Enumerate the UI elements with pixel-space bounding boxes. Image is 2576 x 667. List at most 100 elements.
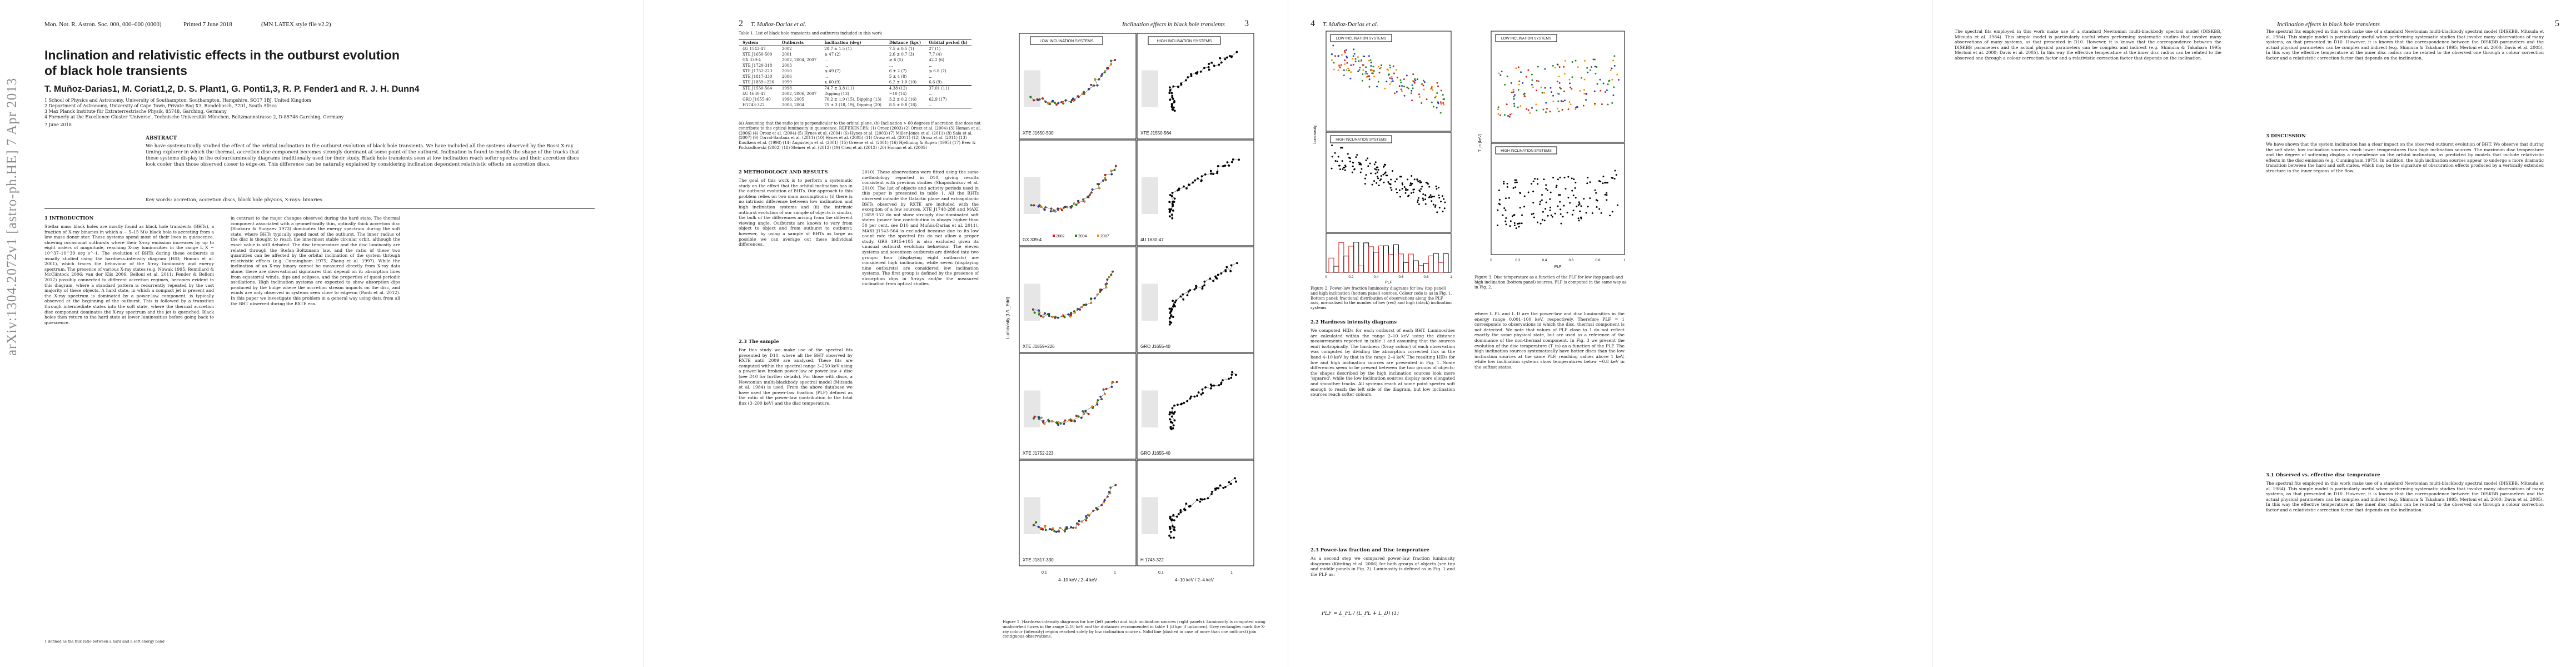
- tin-data-point: [1559, 201, 1561, 203]
- x-tick-label: 0.4: [1542, 258, 1547, 262]
- plf-data-point: [1379, 180, 1381, 182]
- tin-data-point: [1557, 92, 1559, 94]
- tin-data-point: [1498, 189, 1500, 191]
- plf-data-point: [1345, 49, 1347, 51]
- hid-data-point: [1189, 397, 1192, 400]
- tin-data-point: [1514, 179, 1516, 181]
- hid-data-point: [1095, 506, 1098, 509]
- table-cell: 74.7 ± 3.8 (11): [820, 85, 885, 91]
- plf-data-point: [1352, 165, 1354, 167]
- table-cell: XTE J1817-330: [743, 74, 773, 79]
- plf-data-point: [1366, 76, 1368, 78]
- tin-data-point: [1531, 83, 1533, 86]
- plf-data-point: [1422, 79, 1424, 82]
- plf-data-point: [1399, 196, 1401, 198]
- hid-data-point: [1078, 520, 1080, 522]
- tin-data-point: [1559, 213, 1562, 215]
- plf-data-point: [1391, 78, 1393, 80]
- hid-data-point: [1077, 201, 1080, 204]
- text-column: in contrast to the major changes observe…: [231, 216, 400, 306]
- table-cell: 4U 1543-47: [743, 47, 766, 51]
- plf-data-point: [1421, 102, 1423, 104]
- plf-data-point: [1413, 178, 1416, 181]
- hid-data-point: [1110, 386, 1113, 388]
- table-cell: 8.5 ± 0.8 (18): [889, 103, 917, 107]
- section-heading: 3.1 Observed vs. effective disc temperat…: [2266, 472, 2380, 478]
- tin-data-point: [1531, 213, 1533, 215]
- plf-data-point: [1438, 197, 1441, 199]
- hid-data-point: [1228, 164, 1230, 167]
- table-row: XTE J1720-318 2003.........: [739, 63, 971, 68]
- plf-data-point: [1353, 53, 1356, 55]
- plf-data-point: [1431, 86, 1433, 88]
- tin-data-point: [1541, 199, 1543, 201]
- table-cell: 2003, 2004: [781, 103, 804, 107]
- hid-data-point: [1100, 74, 1103, 77]
- hid-data-point: [1063, 206, 1065, 209]
- hid-data-point: [1173, 526, 1176, 529]
- plf-data-point: [1359, 67, 1361, 69]
- tin-data-point: [1514, 181, 1516, 183]
- hid-data-point: [1100, 398, 1103, 401]
- panel-frame: [1326, 31, 1452, 132]
- plf-data-point: [1341, 54, 1343, 56]
- x-tick-label: 0.8: [1595, 258, 1600, 262]
- plf-data-point: [1376, 176, 1378, 178]
- hid-data-point: [1054, 316, 1057, 318]
- plf-data-point: [1387, 181, 1389, 183]
- plf-data-point: [1416, 178, 1418, 181]
- tin-data-point: [1563, 73, 1566, 75]
- hid-data-point: [1219, 57, 1222, 59]
- plf-data-point: [1361, 59, 1363, 61]
- plf-data-point: [1377, 66, 1379, 68]
- table-cell: ~10 (14): [889, 92, 907, 96]
- hid-data-point: [1090, 302, 1093, 304]
- running-author: T. Muñoz-Darias et al.: [1323, 21, 1378, 28]
- plf-data-point: [1414, 78, 1416, 80]
- plf-data-point: [1374, 161, 1377, 163]
- panel-title: HIGH INCLINATION SYSTEMS: [1501, 149, 1552, 153]
- tin-data-point: [1571, 76, 1573, 78]
- tin-data-point: [1592, 58, 1595, 61]
- plf-data-point: [1350, 64, 1352, 66]
- plf-data-point: [1372, 66, 1374, 68]
- figure-caption: Figure 2. Power-law fraction luminosity …: [1311, 286, 1452, 311]
- plf-data-point: [1352, 161, 1354, 163]
- tin-data-point: [1569, 103, 1572, 106]
- hid-data-point: [1101, 73, 1104, 76]
- hid-data-point: [1168, 86, 1171, 89]
- tin-data-point: [1523, 93, 1525, 96]
- hid-data-point: [1172, 106, 1175, 109]
- hid-data-point: [1229, 54, 1232, 57]
- section-heading: 2 METHODOLOGY AND RESULTS: [739, 170, 828, 175]
- tin-data-point: [1541, 218, 1543, 221]
- hid-data-point: [1044, 525, 1047, 527]
- hid-data-point: [1212, 280, 1215, 282]
- plf-data-point: [1337, 156, 1339, 158]
- hid-data-point: [1073, 202, 1075, 205]
- panel-title: HIGH INCLINATION SYSTEMS: [1336, 138, 1387, 142]
- hid-data-point: [1213, 64, 1215, 67]
- tin-data-point: [1518, 226, 1520, 228]
- tin-data-point: [1564, 99, 1566, 102]
- hid-data-point: [1042, 97, 1044, 100]
- panel-source-label: XTE J1650-500: [1023, 131, 1054, 136]
- plf-data-point: [1362, 64, 1364, 66]
- plf-data-point: [1343, 69, 1345, 71]
- plf-data-point: [1420, 188, 1422, 190]
- hid-data-point: [1201, 388, 1204, 391]
- tin-data-point: [1612, 94, 1615, 96]
- plf-data-point: [1381, 64, 1383, 66]
- hid-data-point: [1224, 486, 1227, 489]
- plf-data-point: [1359, 171, 1362, 173]
- table-cell: 2003: [781, 63, 792, 68]
- legend-swatch: [1097, 235, 1099, 237]
- hid-data-point: [1096, 293, 1099, 296]
- figure-caption: Figure 3. Disc temperature as a function…: [1474, 275, 1627, 290]
- tin-data-point: [1594, 189, 1596, 191]
- panel-source-label: GRO J1655-40: [1140, 344, 1170, 349]
- hid-data-point: [1110, 273, 1113, 276]
- plf-data-point: [1364, 73, 1367, 75]
- hid-data-point: [1173, 197, 1176, 200]
- table-cell: ≳ 60 (9): [824, 80, 841, 84]
